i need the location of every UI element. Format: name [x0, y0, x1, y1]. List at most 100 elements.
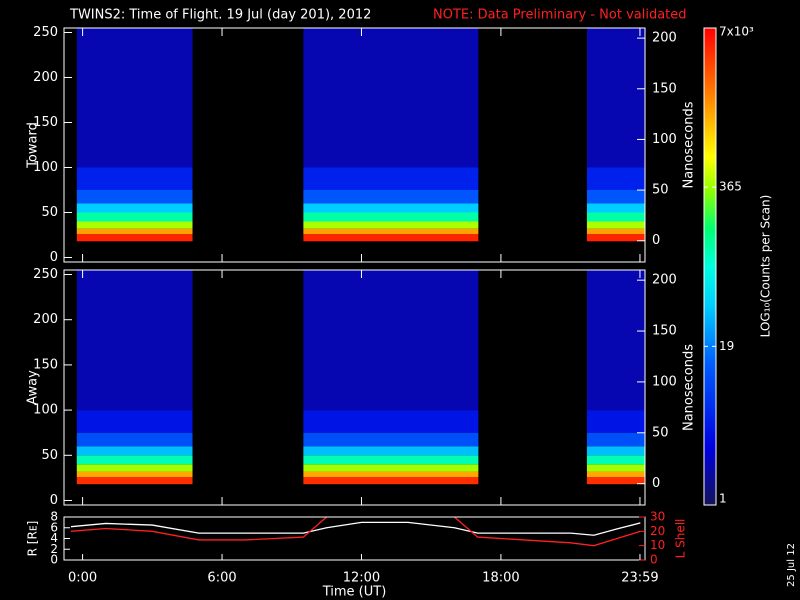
- panel-frame: [63, 27, 646, 263]
- spectrogram-cell: [586, 471, 645, 477]
- x-axis-label: Time (UT): [322, 585, 387, 600]
- spectrogram-cell: [76, 471, 193, 477]
- colorbar-tick-label: 19: [719, 339, 734, 353]
- date-stamp: 25 Jul 12: [786, 543, 797, 587]
- y-tick-label: 0: [50, 553, 58, 567]
- colorbar-frame: [703, 27, 717, 506]
- y2-tick-label: 10: [650, 538, 665, 552]
- y2-tick-label: 100: [652, 132, 677, 147]
- spectrogram-cell: [586, 455, 645, 465]
- y-axis-label: Away: [26, 370, 41, 405]
- y2-tick-label: 150: [652, 81, 677, 96]
- spectrogram-cell: [303, 228, 479, 235]
- colorbar-label: LOG₁₀(Counts per Scan): [759, 195, 773, 338]
- x-tick-label: 23:59: [621, 571, 658, 586]
- y-tick-label: 2: [50, 542, 58, 556]
- spectrogram-cell: [76, 410, 193, 433]
- chart-title: TWINS2: Time of Flight. 19 Jul (day 201)…: [69, 8, 371, 23]
- note: NOTE: Data Preliminary - Not validated: [433, 8, 687, 23]
- spectrogram-cell: [586, 432, 645, 447]
- series-line: [70, 521, 641, 536]
- y-tick-label: 100: [33, 160, 58, 175]
- spectrogram-cell: [303, 471, 479, 477]
- y2-tick-label: 200: [652, 273, 677, 288]
- spectrogram-cell: [303, 28, 479, 168]
- y-tick-label: 100: [33, 403, 58, 418]
- spectrogram-cell: [586, 228, 645, 235]
- spectrogram-cell: [303, 446, 479, 456]
- spectrogram-cell: [586, 234, 645, 242]
- y-tick-label: 0: [50, 493, 58, 508]
- y-tick-label: 8: [50, 510, 58, 524]
- spectrogram-cell: [303, 203, 479, 213]
- y-tick-label: 250: [33, 267, 58, 282]
- spectrogram-cell: [303, 221, 479, 229]
- y-tick-label: 250: [33, 25, 58, 40]
- spectrogram-cell: [76, 446, 193, 456]
- y2-tick-label: 100: [652, 374, 677, 389]
- y2-tick-label: 150: [652, 324, 677, 339]
- y-tick-label: 0: [50, 250, 58, 265]
- spectrogram-cell: [303, 234, 479, 242]
- y2-axis-label: Nanoseconds: [682, 101, 697, 188]
- x-tick-label: 18:00: [482, 571, 519, 586]
- spectrogram-cell: [586, 190, 645, 204]
- y2-tick-label: 200: [652, 31, 677, 46]
- spectrogram-cell: [76, 212, 193, 222]
- y-axis-label: R [Rᴇ]: [26, 521, 40, 557]
- panel-frame: [63, 269, 646, 506]
- colorbar-tick-label: 7x10³: [719, 25, 754, 39]
- y2-tick-label: 0: [652, 476, 660, 491]
- spectrogram-cell: [303, 167, 479, 190]
- spectrogram-cell: [586, 464, 645, 472]
- spectrogram-cell: [76, 190, 193, 204]
- x-tick-label: 12:00: [343, 571, 380, 586]
- y2-axis-label: Nanoseconds: [682, 344, 697, 431]
- spectrogram-cell: [76, 234, 193, 242]
- x-tick-label: 0:00: [68, 571, 97, 586]
- colorbar-tick-label: 1: [719, 492, 727, 506]
- spectrogram-cell: [76, 432, 193, 447]
- colorbar: [704, 28, 716, 505]
- y-tick-label: 150: [33, 357, 58, 372]
- x-tick-label: 6:00: [207, 571, 236, 586]
- y-tick-label: 150: [33, 115, 58, 130]
- spectrogram-cell: [586, 476, 645, 485]
- colorbar-tick-label: 365: [719, 180, 742, 194]
- series-line: [70, 517, 641, 547]
- spectrogram-cell: [303, 432, 479, 447]
- y-tick-label: 50: [41, 205, 58, 220]
- y-tick-label: 200: [33, 312, 58, 327]
- y2-tick-label: 50: [652, 425, 669, 440]
- spectrogram-cell: [76, 270, 193, 411]
- y2-tick-label: 0: [650, 553, 658, 567]
- spectrogram-cell: [586, 167, 645, 190]
- y2-tick-label: 50: [652, 183, 669, 198]
- spectrogram-cell: [76, 28, 193, 168]
- y-tick-label: 6: [50, 520, 58, 534]
- y2-tick-label: 30: [650, 510, 665, 524]
- spectrogram-cell: [303, 476, 479, 485]
- spectrogram-cell: [303, 270, 479, 411]
- spectrogram-cell: [76, 455, 193, 465]
- spectrogram-cell: [586, 221, 645, 229]
- spectrogram-cell: [586, 28, 645, 168]
- y2-axis-label: L Shell: [674, 519, 688, 559]
- y2-tick-label: 20: [650, 524, 665, 538]
- spectrogram-cell: [303, 410, 479, 433]
- spectrogram-cell: [303, 455, 479, 465]
- spectrogram-cell: [586, 410, 645, 433]
- spectrogram-cell: [586, 212, 645, 222]
- spectrogram-cell: [76, 167, 193, 190]
- spectrogram-cell: [76, 203, 193, 213]
- spectrogram-cell: [76, 476, 193, 485]
- y-axis-label: Toward: [26, 122, 41, 169]
- spectrogram-cell: [586, 446, 645, 456]
- y-tick-label: 50: [41, 448, 58, 463]
- spectrogram-cell: [303, 212, 479, 222]
- y-tick-label: 200: [33, 70, 58, 85]
- y2-tick-label: 0: [652, 233, 660, 248]
- spectrogram-cell: [76, 221, 193, 229]
